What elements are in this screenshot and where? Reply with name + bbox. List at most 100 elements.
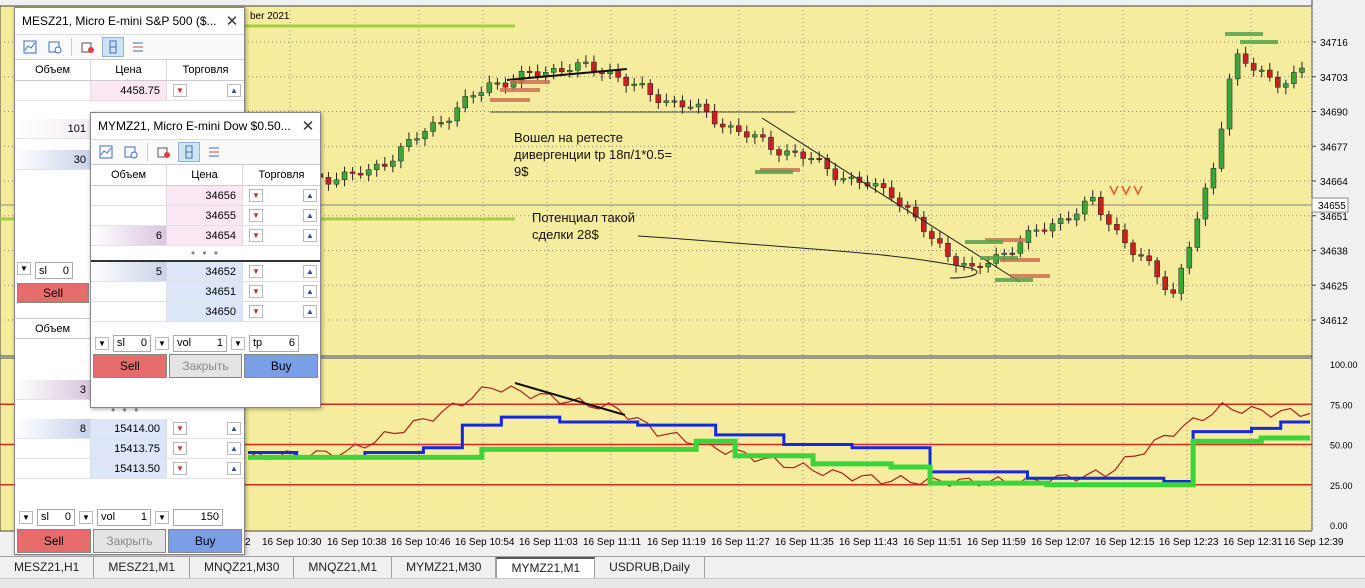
candle-body [727, 125, 734, 128]
sell-limit-icon[interactable]: ▼ [173, 422, 187, 435]
tab-mymz21-m30[interactable]: MYMZ21,M30 [392, 557, 497, 578]
sell-button[interactable]: Sell [17, 283, 89, 303]
candle-body [977, 265, 983, 268]
candle-body [422, 131, 428, 139]
sell-limit-icon[interactable]: ▼ [249, 189, 263, 202]
window-title-bar[interactable]: MYMZ21, Micro E-mini Dow $0.50... ✕ [91, 113, 320, 139]
tp-spin[interactable]: tp 6 [249, 334, 299, 352]
buy-limit-icon[interactable]: ▲ [303, 189, 317, 202]
history-icon[interactable] [44, 37, 66, 57]
dropdown-icon[interactable]: ▼ [155, 336, 169, 350]
order-row[interactable]: 8 15414.00 ▼ ▲ [15, 419, 244, 439]
candle-body [1106, 214, 1112, 225]
close-position-button[interactable]: Закрыть [168, 354, 243, 378]
sell-limit-icon[interactable]: ▼ [249, 209, 263, 222]
dropdown-icon[interactable]: ▼ [79, 510, 93, 524]
settings-list-icon[interactable] [127, 37, 149, 57]
trend-line [761, 117, 1021, 283]
close-icon[interactable]: ✕ [225, 13, 239, 30]
price-cell[interactable]: 15413.75 [91, 439, 167, 458]
bid-row[interactable]: 34650 ▼ ▲ [91, 302, 320, 322]
depth-icon[interactable] [178, 142, 200, 162]
dropdown-icon[interactable]: ▼ [95, 336, 109, 350]
tab-mnqz21-m1[interactable]: MNQZ21,M1 [294, 557, 393, 578]
close-position-button[interactable]: Закрыть [92, 529, 167, 553]
order-row[interactable]: 4458.75 ▼ ▲ [15, 81, 244, 101]
price-cell[interactable]: 34656 [167, 186, 243, 205]
window-title-bar[interactable]: MESZ21, Micro E-mini S&P 500 ($... ✕ [15, 8, 244, 34]
order-row[interactable]: 15413.75 ▼ ▲ [15, 439, 244, 459]
dom-window-mesz21[interactable]: MESZ21, Micro E-mini S&P 500 ($... ✕ Объ… [14, 7, 245, 555]
dropdown-icon[interactable]: ▼ [231, 336, 245, 350]
buy-limit-icon[interactable]: ▲ [303, 229, 317, 242]
vol-spin[interactable]: vol 1 [97, 508, 151, 526]
sell-limit-icon[interactable]: ▼ [173, 462, 187, 475]
candle-body [550, 68, 557, 73]
buy-limit-icon[interactable]: ▲ [303, 285, 317, 298]
price-cell[interactable]: 34650 [167, 302, 243, 321]
sell-limit-icon[interactable]: ▼ [173, 84, 187, 97]
buy-limit-icon[interactable]: ▲ [227, 442, 241, 455]
buy-limit-icon[interactable]: ▲ [227, 422, 241, 435]
chart-icon[interactable] [95, 142, 117, 162]
ask-row[interactable]: 34655 ▼ ▲ [91, 206, 320, 226]
tp-spin[interactable]: 150 [173, 508, 223, 526]
candle-body [864, 182, 871, 187]
sl-spin[interactable]: sl 0 [35, 262, 73, 279]
sell-limit-icon[interactable]: ▼ [173, 442, 187, 455]
bid-row[interactable]: 34651 ▼ ▲ [91, 282, 320, 302]
dom-window-mymz21[interactable]: MYMZ21, Micro E-mini Dow $0.50... ✕ Объе… [90, 112, 321, 408]
buy-limit-icon[interactable]: ▲ [303, 209, 317, 222]
sell-button[interactable]: Sell [93, 354, 167, 378]
tab-mesz21-h1[interactable]: MESZ21,H1 [0, 557, 95, 578]
ask-row[interactable]: 34656 ▼ ▲ [91, 186, 320, 206]
order-controls: ▼ sl 0 ▼ vol 1 ▼ 150 [15, 506, 244, 528]
dropdown-icon[interactable]: ▼ [17, 262, 31, 275]
buy-limit-icon[interactable]: ▲ [303, 305, 317, 318]
price-cell[interactable]: 34654 [167, 226, 243, 245]
depth-icon[interactable] [102, 37, 124, 57]
vol-spin[interactable]: vol 1 [173, 334, 227, 352]
sell-limit-icon[interactable]: ▼ [249, 305, 263, 318]
price-cell[interactable]: 4458.75 [91, 81, 167, 100]
sl-spin[interactable]: sl 0 [37, 508, 75, 526]
tab-mymz21-m1[interactable]: MYMZ21,M1 [496, 557, 596, 578]
chart-area[interactable]: 34716 34703 34690 34677 34664 34651 34638 34625… [0, 0, 1365, 555]
candle-body [848, 176, 855, 179]
buy-button[interactable]: Buy [168, 529, 243, 553]
buy-limit-icon[interactable]: ▲ [227, 462, 241, 475]
dropdown-icon[interactable]: ▼ [155, 510, 169, 524]
history-icon[interactable] [120, 142, 142, 162]
tab-mesz21-m1[interactable]: MESZ21,M1 [94, 557, 191, 578]
buy-button[interactable]: Buy [244, 354, 319, 378]
price-cell[interactable]: 15413.50 [91, 459, 167, 478]
buy-limit-icon[interactable]: ▲ [303, 265, 317, 278]
time-tick-label: 16 Sep 11:43 [839, 537, 898, 548]
close-icon[interactable]: ✕ [301, 118, 315, 135]
candle-body [365, 169, 372, 176]
candle-body [1049, 223, 1056, 232]
sell-limit-icon[interactable]: ▼ [249, 285, 263, 298]
sell-limit-icon[interactable]: ▼ [249, 265, 263, 278]
trade-icon[interactable] [77, 37, 99, 57]
price-cell[interactable]: 15414.00 [91, 419, 167, 438]
tab-usdrub-daily[interactable]: USDRUB,Daily [595, 557, 705, 578]
candle-body [1073, 213, 1080, 221]
settings-list-icon[interactable] [203, 142, 225, 162]
annotation-text: сделки 28$ [532, 227, 599, 242]
trade-icon[interactable] [153, 142, 175, 162]
ask-row[interactable]: 6 34654 ▼ ▲ [91, 226, 320, 246]
sell-limit-icon[interactable]: ▼ [249, 229, 263, 242]
price-cell[interactable]: 34652 [167, 262, 243, 281]
price-cell[interactable]: 34651 [167, 282, 243, 301]
tab-mnqz21-m30[interactable]: MNQZ21,M30 [190, 557, 295, 578]
chart-icon[interactable] [19, 37, 41, 57]
order-row[interactable]: 15413.50 ▼ ▲ [15, 459, 244, 479]
sl-spin[interactable]: sl 0 [113, 334, 151, 352]
price-cell[interactable]: 34655 [167, 206, 243, 225]
dropdown-icon[interactable]: ▼ [19, 510, 33, 524]
bid-row[interactable]: 5 34652 ▼ ▲ [91, 262, 320, 282]
volume-cell: 8 [15, 419, 91, 438]
buy-limit-icon[interactable]: ▲ [227, 84, 241, 97]
sell-button[interactable]: Sell [17, 529, 91, 553]
